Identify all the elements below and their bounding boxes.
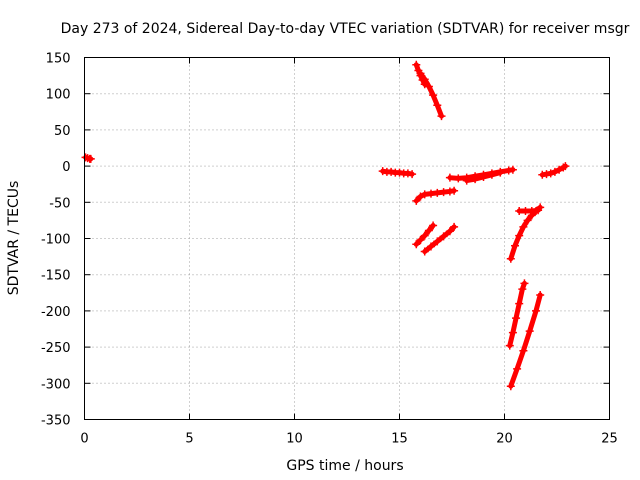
x-tick-label: 25 [601,432,618,447]
data-point [515,231,524,240]
data-point [508,328,517,337]
data-track [378,167,417,179]
x-tick-label: 10 [286,432,303,447]
data-point [420,231,429,240]
data-point [506,382,515,391]
y-tick-label: 0 [62,160,70,175]
data-point [450,186,459,195]
data-point [416,69,425,78]
data-point [439,232,448,241]
data-point [513,364,522,373]
y-tick-label: -100 [41,233,71,248]
data-point [519,346,528,355]
data-point [462,176,471,185]
data-track [416,69,446,121]
x-tick-label: 5 [185,432,193,447]
data-track [81,153,95,163]
x-tick-label: 0 [80,432,88,447]
data-point [454,174,463,183]
data-point [546,169,555,178]
y-tick-label: 50 [54,124,71,139]
data-point [424,226,433,235]
data-track [412,186,459,205]
data-point [508,165,517,174]
data-point [550,167,559,176]
data-point [487,170,496,179]
data-point [412,196,421,205]
x-tick-label: 20 [496,432,513,447]
data-point [534,206,543,215]
y-axis-label: SDTVAR / TECUs [6,181,22,296]
tick-layer: 0 5 10 15 20 25 150 100 50 0 -50 -100 -150 -200 -250 -3… [41,52,618,447]
data-track [538,162,570,179]
data-point [479,172,488,181]
data-point [420,75,429,84]
y-tick-label: 100 [46,88,71,103]
data-point [520,279,529,288]
chart-title: Day 273 of 2024, Sidereal Day-to-day VTE… [61,21,630,37]
y-tick-label: -50 [49,196,70,211]
data-track [505,279,529,350]
y-tick-label: -300 [41,377,71,392]
data-point [506,254,515,263]
data-point [518,285,527,294]
data-point [445,173,454,182]
data-layer [81,60,570,391]
data-point [525,327,534,336]
data-point [471,175,480,184]
data-point [445,227,454,236]
data-point [416,192,425,201]
data-point [523,216,532,225]
data-point [532,306,540,315]
data-track [506,290,545,391]
data-point [408,170,417,179]
data-track [462,168,505,185]
data-point [86,154,95,163]
data-point [429,91,438,100]
y-tick-label: -350 [41,414,71,429]
data-point [412,240,421,249]
y-tick-label: -200 [41,305,71,320]
data-track [515,206,543,215]
data-point [555,165,564,174]
data-point [561,162,570,171]
data-point [437,112,446,121]
data-point [433,237,442,246]
data-point [429,221,438,230]
data-point [416,235,425,244]
y-tick-label: 150 [46,52,71,67]
data-point [512,314,521,323]
data-point [420,247,429,256]
data-track [420,222,459,256]
data-point [511,241,519,250]
data-point [519,222,528,231]
data-track [412,221,438,249]
y-tick-label: -150 [41,269,71,284]
x-tick-label: 15 [391,432,408,447]
data-point [515,299,524,308]
x-axis-label: GPS time / hours [286,458,403,474]
data-point [496,168,505,177]
data-point [536,290,545,299]
data-point [427,242,435,251]
data-point [433,101,442,110]
y-tick-label: -250 [41,341,71,356]
plot-frame [84,57,610,420]
data-point [450,222,459,231]
grid-layer [84,57,610,420]
data-point [505,341,514,350]
data-point [412,60,421,69]
data-point [424,82,433,91]
